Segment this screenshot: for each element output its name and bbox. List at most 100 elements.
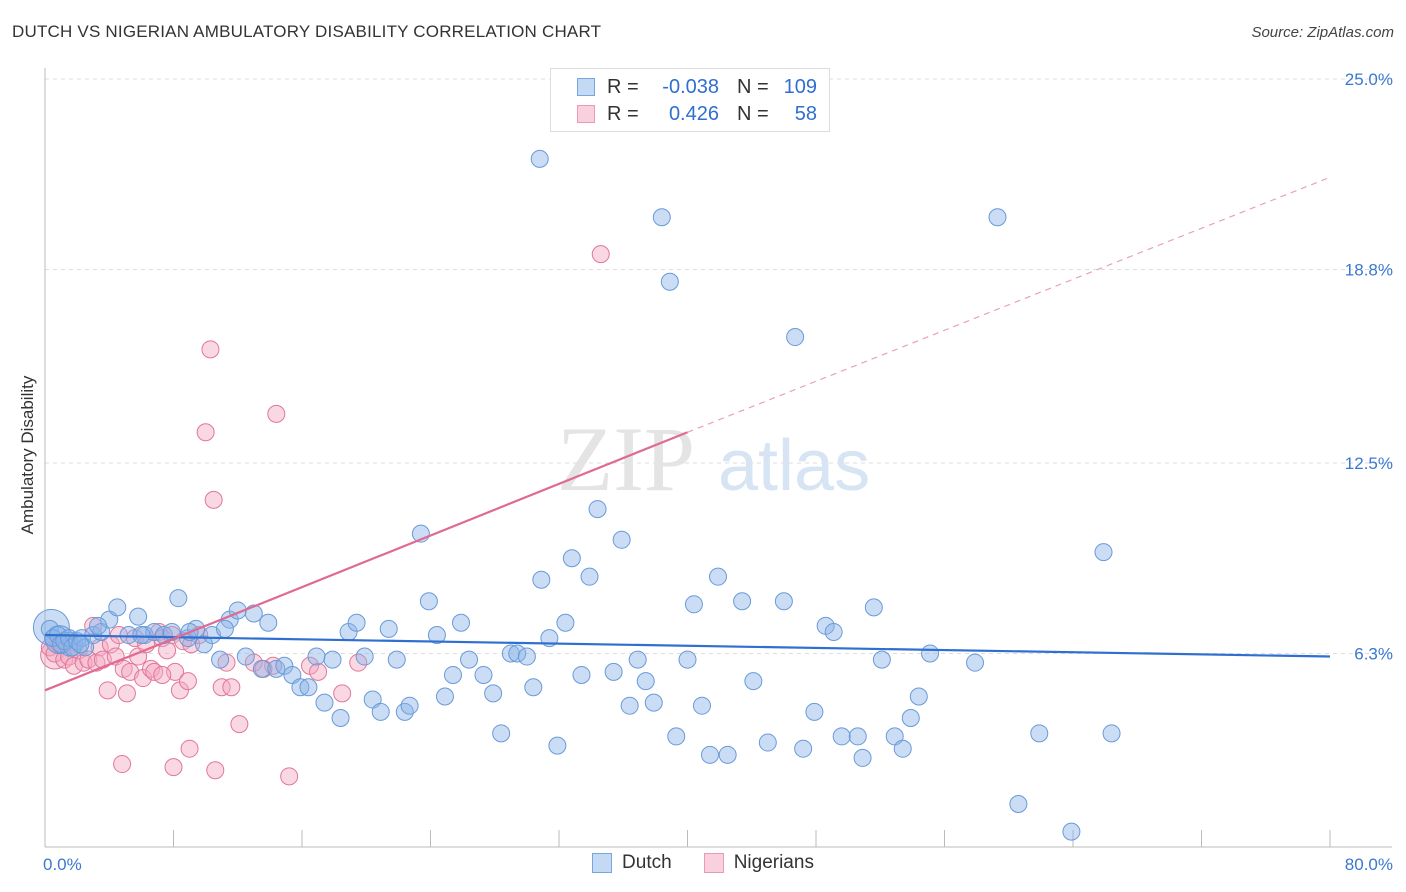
dutch-point (259, 613, 278, 632)
dutch-point (492, 724, 511, 743)
dutch-point (347, 613, 366, 632)
dutch-point (604, 662, 623, 681)
trendlines (44, 176, 1331, 692)
dutch-point (299, 678, 318, 697)
nigerians-point (180, 739, 199, 758)
dutch-square-icon (592, 853, 613, 873)
dutch-point (371, 702, 390, 721)
nigerians-point (204, 490, 223, 509)
dutch-point (805, 702, 824, 721)
nigerians-point (113, 755, 132, 774)
dutch-point (853, 748, 872, 767)
legend-item-nigerians: Nigerians (703, 852, 814, 874)
dutch-point (684, 595, 703, 614)
x-tick-label: 0.0% (43, 855, 82, 874)
dutch-point (678, 650, 697, 669)
x-tick-labels: 0.0% 80.0% (43, 855, 1393, 874)
dutch-point (733, 592, 752, 611)
dutch-point (692, 696, 711, 715)
nigerians-point (74, 653, 93, 672)
dutch-point (1030, 724, 1049, 743)
nigerians-point (267, 404, 286, 423)
nigerians-point (591, 245, 610, 264)
dutch-point (660, 272, 679, 291)
dutch-point (832, 727, 851, 746)
dutch-point (667, 727, 686, 746)
watermark: ZIP atlas (557, 408, 870, 510)
dutch-point (620, 696, 639, 715)
dutch-point (700, 745, 719, 764)
nigerians-point (178, 672, 197, 691)
legend-row-dutch: R = -0.038 N = 109 (551, 74, 817, 100)
dutch-point (652, 208, 671, 227)
axes (44, 68, 1392, 848)
nigerians-trendline-extension (687, 176, 1331, 433)
dutch-point (215, 619, 234, 638)
legend-n-label: N = (737, 102, 769, 125)
dutch-point (1094, 543, 1113, 562)
dutch-point (524, 678, 543, 697)
legend-r-value: 0.426 (668, 102, 719, 125)
dutch-point (315, 693, 334, 712)
legend-r-label: R = (607, 75, 639, 98)
dutch-point (355, 647, 374, 666)
legend-n-value: 58 (794, 102, 817, 125)
dutch-point (387, 650, 406, 669)
dutch-point (824, 622, 843, 641)
dutch-point (119, 626, 138, 645)
nigerians-point (206, 761, 225, 780)
x-tick-label: 80.0% (1345, 855, 1393, 874)
dutch-point (108, 598, 127, 617)
legend-item-dutch: Dutch (592, 852, 672, 874)
nigerians-swatch-icon (577, 105, 595, 123)
dutch-point (1009, 794, 1028, 813)
dutch-point (628, 650, 647, 669)
nigerians-point (280, 767, 299, 786)
nigerians-point (230, 715, 249, 734)
dutch-point (452, 613, 471, 632)
nigerians-square-icon (703, 853, 724, 873)
dutch-point (709, 567, 728, 586)
dutch-point (636, 672, 655, 691)
dutch-point (508, 644, 527, 663)
dutch-point (758, 733, 777, 752)
nigerians-point (201, 340, 220, 359)
dutch-point (556, 613, 575, 632)
dutch-point (901, 708, 920, 727)
dutch-point (562, 549, 581, 568)
dutch-point (517, 647, 536, 666)
dutch-point (132, 626, 151, 645)
dutch-point (474, 665, 493, 684)
nigerians-point (117, 684, 136, 703)
dutch-point (794, 739, 813, 758)
dutch-point (988, 208, 1007, 227)
dutch-point (580, 567, 599, 586)
dutch-point (548, 736, 567, 755)
dutch-point (435, 687, 454, 706)
dutch-point (1102, 724, 1121, 743)
dutch-point (236, 647, 255, 666)
dutch-point (893, 739, 912, 758)
dutch-point (1062, 822, 1081, 841)
dutch-point (323, 650, 342, 669)
dutch-point (71, 635, 90, 654)
dutch-point (379, 619, 398, 638)
dutch-point (744, 672, 763, 691)
dutch-point (129, 607, 148, 626)
dutch-point (864, 598, 883, 617)
correlation-legend: R = -0.038 N = 109 R = 0.426 N = 58 (550, 68, 830, 132)
dutch-swatch-icon (577, 78, 595, 96)
series-legend: Dutch Nigerians (0, 852, 1406, 874)
nigerians-point (196, 423, 215, 442)
y-tick-labels: 6.3% 12.5% 18.8% 25.0% (1345, 70, 1393, 663)
watermark-atlas: atlas (718, 426, 870, 506)
nigerians-trendline (44, 431, 688, 692)
dutch-trendline (44, 633, 1331, 658)
nigerians-point (309, 662, 328, 681)
legend-n-value: 109 (783, 75, 817, 98)
dutch-point (644, 693, 663, 712)
dutch-point (774, 592, 793, 611)
dutch-point (921, 644, 940, 663)
legend-r-value: -0.038 (662, 75, 719, 98)
